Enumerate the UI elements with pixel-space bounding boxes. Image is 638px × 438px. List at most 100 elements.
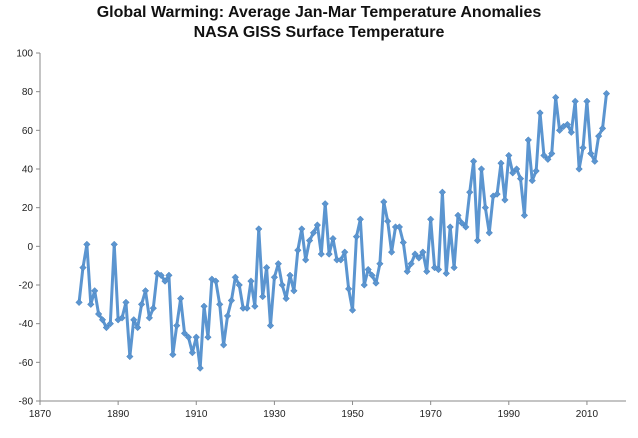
data-point (575, 165, 583, 173)
data-point (352, 233, 361, 241)
x-tick-label: 1910 (185, 409, 208, 420)
data-point (528, 176, 536, 185)
data-point (165, 271, 173, 279)
data-point (313, 221, 322, 229)
data-point (169, 350, 177, 359)
data-point (145, 314, 154, 322)
chart-title: Global Warming: Average Jan-Mar Temperat… (96, 4, 542, 21)
data-point (216, 300, 224, 308)
data-point (208, 275, 216, 283)
data-point (231, 273, 239, 281)
data-point (341, 248, 349, 256)
data-point (552, 93, 560, 102)
data-point (372, 279, 380, 287)
data-point (337, 256, 345, 264)
data-point (466, 188, 474, 196)
data-point (438, 188, 447, 196)
data-point (141, 287, 150, 295)
data-point (598, 124, 607, 133)
data-point (368, 271, 376, 279)
x-tick-label: 2010 (576, 409, 599, 420)
data-point (419, 248, 427, 256)
data-point (79, 263, 87, 272)
data-point (446, 223, 454, 231)
data-point (130, 316, 138, 324)
data-point (524, 136, 532, 144)
data-point (591, 157, 599, 165)
data-point (98, 316, 107, 324)
data-point (520, 211, 529, 220)
data-point (247, 277, 255, 285)
data-point (380, 198, 388, 206)
data-point (196, 364, 204, 372)
data-point (192, 333, 200, 341)
data-point (243, 304, 251, 312)
data-point (395, 223, 404, 231)
data-point (110, 240, 118, 249)
data-point (227, 296, 236, 305)
data-point (450, 263, 458, 272)
data-point (321, 200, 329, 208)
data-point (583, 97, 591, 105)
y-tick-label: 40 (22, 165, 34, 176)
data-point (200, 302, 208, 310)
data-point (493, 190, 501, 198)
y-tick-label: -80 (19, 397, 34, 408)
data-point (317, 250, 325, 258)
data-point (274, 260, 282, 268)
data-point (481, 204, 490, 212)
data-point (423, 267, 431, 276)
x-tick-label: 1890 (107, 409, 130, 420)
data-point (91, 287, 99, 295)
data-point (442, 269, 450, 278)
data-point (157, 271, 165, 279)
data-point (286, 271, 294, 279)
data-point (184, 333, 193, 341)
data-point (262, 263, 271, 272)
data-point (356, 215, 365, 223)
y-tick-label: 100 (16, 49, 33, 60)
data-point (501, 196, 509, 204)
data-point (532, 167, 540, 175)
data-point (325, 250, 333, 258)
data-point (126, 352, 134, 361)
data-point (384, 217, 392, 225)
data-point (309, 229, 318, 237)
data-point (415, 254, 423, 262)
x-tick-label: 1970 (420, 409, 443, 420)
y-tick-label: 0 (27, 242, 33, 253)
data-point (235, 281, 243, 289)
x-tick-label: 1870 (29, 409, 52, 420)
data-point (173, 321, 181, 330)
data-point (301, 256, 310, 264)
data-point (106, 320, 114, 328)
y-tick-label: -60 (19, 358, 34, 369)
data-point (176, 294, 185, 303)
data-point (454, 211, 462, 220)
data-point (403, 267, 411, 276)
data-point (212, 277, 220, 285)
data-point (223, 312, 232, 320)
data-point (497, 159, 505, 167)
data-point (118, 314, 126, 322)
x-tick-label: 1950 (341, 409, 364, 420)
data-point (473, 236, 482, 245)
data-point (251, 302, 259, 310)
data-point (94, 310, 103, 318)
data-point (387, 248, 396, 256)
data-point (571, 97, 579, 105)
data-point (434, 265, 443, 274)
data-point (204, 333, 212, 341)
data-point (348, 306, 357, 314)
data-point (376, 260, 384, 268)
data-point (266, 321, 275, 330)
y-tick-label: -20 (19, 281, 34, 292)
data-point (399, 238, 407, 247)
data-point (305, 236, 314, 245)
data-point (102, 323, 111, 332)
data-point (259, 292, 267, 301)
x-tick-label: 1930 (263, 409, 286, 420)
data-point (548, 149, 556, 158)
